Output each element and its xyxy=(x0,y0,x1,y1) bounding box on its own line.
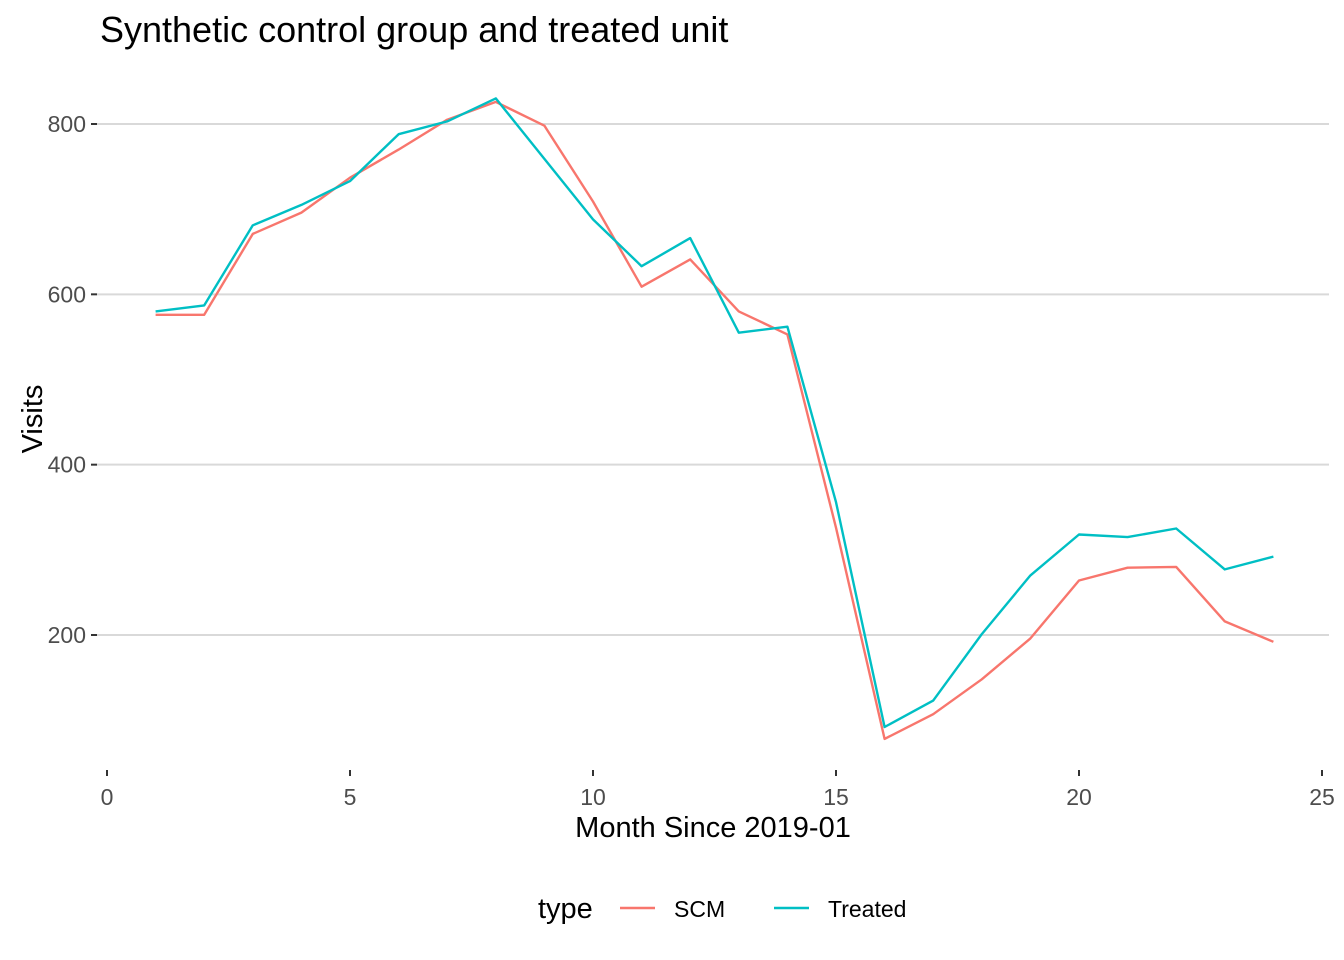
x-tick-label: 5 xyxy=(344,784,357,810)
legend-label-scm: SCM xyxy=(674,896,725,922)
legend: type SCM Treated xyxy=(538,893,906,925)
legend-label-treated: Treated xyxy=(828,896,906,922)
chart-title: Synthetic control group and treated unit xyxy=(100,9,728,50)
series-line-scm xyxy=(155,100,1274,741)
x-tick-label: 0 xyxy=(101,784,114,810)
y-axis-title: Visits xyxy=(17,385,49,454)
x-tick-label: 25 xyxy=(1309,784,1335,810)
x-axis: 0 5 10 15 20 25 xyxy=(101,770,1335,810)
y-tick-label: 400 xyxy=(48,452,86,478)
y-axis: 200 400 600 800 xyxy=(48,111,97,648)
y-tick-label: 600 xyxy=(48,281,86,307)
x-axis-title: Month Since 2019-01 xyxy=(575,812,851,844)
y-tick-label: 800 xyxy=(48,111,86,137)
x-tick-label: 15 xyxy=(823,784,849,810)
x-tick-label: 20 xyxy=(1066,784,1092,810)
gridlines xyxy=(97,123,1329,636)
series-lines xyxy=(155,97,1274,741)
y-tick-label: 200 xyxy=(48,622,86,648)
series-line-treated xyxy=(155,97,1274,729)
legend-title: type xyxy=(538,893,593,925)
x-tick-label: 10 xyxy=(580,784,606,810)
